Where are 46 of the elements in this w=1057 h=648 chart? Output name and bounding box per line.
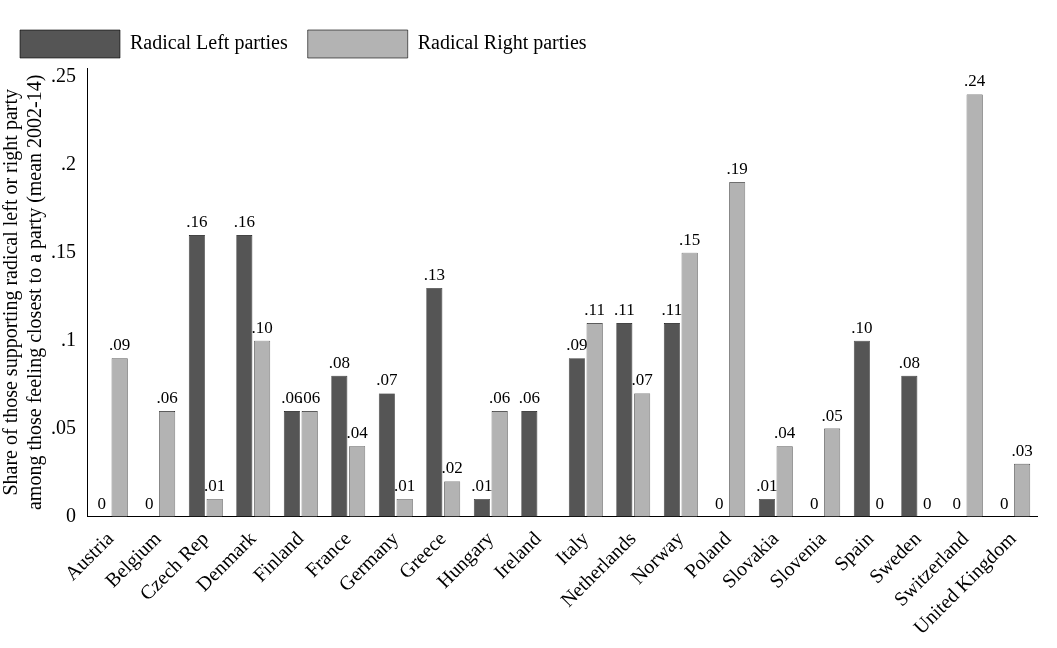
data-label: 0 (97, 493, 107, 513)
data-label: .10 (251, 317, 273, 337)
data-label: .07 (376, 370, 398, 390)
data-label: 0 (715, 493, 724, 513)
data-label: .11 (584, 300, 605, 320)
data-label: .04 (774, 423, 796, 443)
data-label: .08 (328, 352, 350, 372)
data-label: .24 (964, 71, 986, 91)
data-label: 0 (875, 493, 884, 513)
data-label: .03 (1011, 440, 1033, 460)
y-tick-label: 0 (66, 503, 76, 526)
data-label: .11 (614, 300, 635, 320)
data-label: .09 (109, 335, 131, 355)
data-label: .10 (851, 317, 873, 337)
data-label: .01 (204, 475, 226, 495)
data-label: .07 (631, 370, 654, 390)
data-label: .09 (566, 335, 588, 355)
y-tick-label: .15 (51, 239, 76, 262)
data-label: .06 (156, 388, 178, 407)
data-label: .04 (346, 423, 369, 443)
data-label: .15 (679, 229, 701, 249)
legend-label: Radical Left parties (130, 31, 288, 55)
data-label: .06 (489, 388, 511, 407)
y-axis-title: Share of those supporting radical left or right party among those feeling closest to a party (mean 2002-14) (0, 74, 47, 511)
data-label: .01 (394, 475, 416, 495)
data-label: .16 (186, 212, 208, 232)
data-label: .16 (233, 212, 255, 232)
data-label: .02 (441, 458, 463, 478)
y-tick-label: .25 (51, 64, 76, 87)
data-label: .01 (471, 475, 493, 495)
data-label: 0 (922, 493, 932, 513)
legend-label: Radical Right parties (417, 31, 587, 55)
data-label: 0 (952, 493, 962, 513)
data-label: .11 (661, 300, 683, 320)
data-label: 0 (145, 493, 154, 513)
data-label: 0 (1000, 493, 1009, 513)
data-label: .05 (821, 405, 843, 425)
y-tick-label: .2 (61, 152, 76, 174)
data-label: .06 (518, 388, 540, 407)
data-label: .08 (898, 352, 920, 372)
data-label: .01 (756, 475, 778, 495)
data-label: 0 (810, 493, 819, 513)
data-label: .19 (726, 159, 748, 179)
y-tick-label: .05 (51, 415, 76, 438)
y-tick-label: .1 (61, 327, 76, 350)
data-label: .13 (423, 264, 445, 284)
